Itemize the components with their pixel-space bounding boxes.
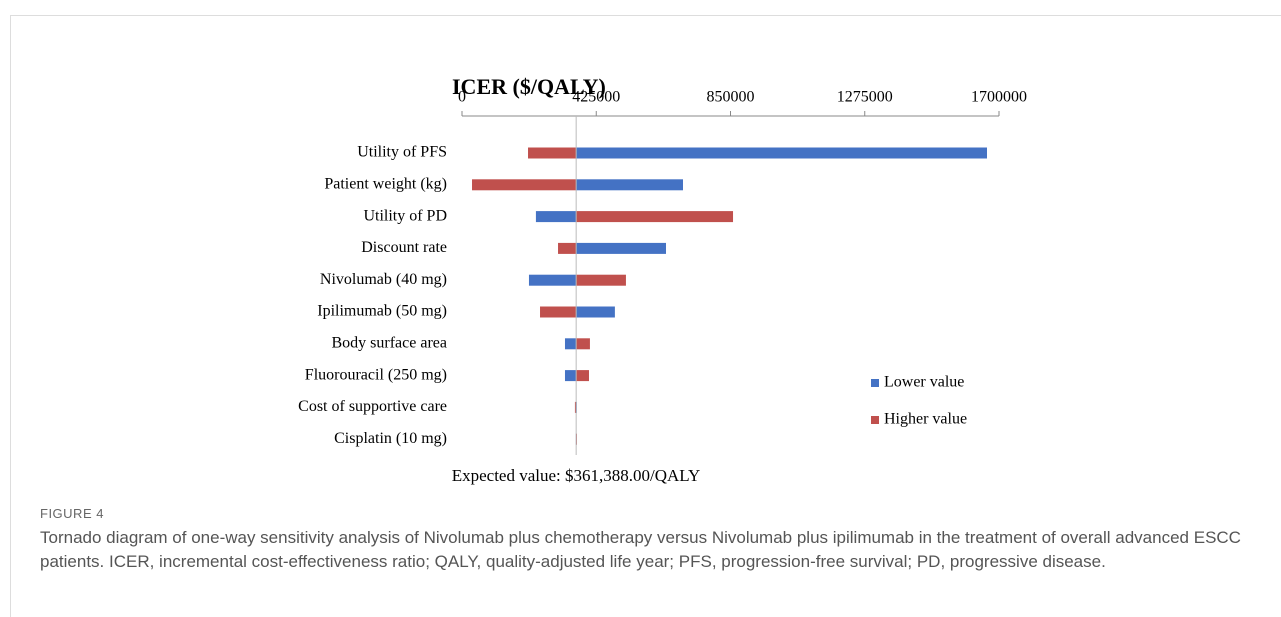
category-label: Nivolumab (40 mg) bbox=[320, 271, 447, 288]
bar bbox=[576, 211, 734, 223]
bar bbox=[576, 147, 987, 159]
bar bbox=[528, 274, 577, 286]
bar bbox=[535, 211, 577, 223]
bar bbox=[576, 242, 666, 254]
figure-label: FIGURE 4 bbox=[40, 506, 104, 521]
bar bbox=[472, 179, 577, 191]
category-label: Fluorouracil (250 mg) bbox=[305, 366, 447, 383]
frame-line bbox=[10, 15, 1281, 16]
chart-title: ICER ($/QALY) bbox=[452, 74, 606, 99]
category-label: Cisplatin (10 mg) bbox=[334, 430, 447, 447]
category-label: Patient weight (kg) bbox=[324, 175, 447, 192]
bar bbox=[574, 401, 577, 413]
bar bbox=[576, 306, 615, 318]
legend-label: Lower value bbox=[884, 374, 964, 391]
bar bbox=[564, 370, 577, 382]
x-tick-label: 425000 bbox=[572, 89, 620, 106]
bar bbox=[576, 338, 590, 350]
x-tick-label: 850000 bbox=[707, 89, 755, 106]
bar bbox=[576, 179, 683, 191]
annotation: Expected value: $361,388.00/QALY bbox=[452, 466, 701, 485]
legend-label: Higher value bbox=[884, 411, 967, 428]
category-label: Discount rate bbox=[361, 239, 447, 256]
frame-line bbox=[10, 15, 11, 617]
x-tick-label: 1275000 bbox=[837, 89, 893, 106]
legend-swatch bbox=[871, 379, 879, 387]
bar bbox=[576, 274, 626, 286]
bar bbox=[528, 147, 577, 159]
category-label: Utility of PD bbox=[363, 207, 447, 224]
figure-caption: Tornado diagram of one-way sensitivity a… bbox=[40, 528, 1241, 571]
bar bbox=[576, 370, 589, 382]
chart: ICER ($/QALY) Expected value: $361,388.0… bbox=[298, 74, 1027, 485]
bar bbox=[564, 338, 577, 350]
x-tick-label: 1700000 bbox=[971, 89, 1027, 106]
category-label: Body surface area bbox=[332, 334, 448, 351]
category-label: Ipilimumab (50 mg) bbox=[317, 303, 447, 320]
x-tick-label: 0 bbox=[458, 89, 466, 106]
legend-swatch bbox=[871, 416, 879, 424]
bar bbox=[558, 242, 577, 254]
bar bbox=[540, 306, 577, 318]
category-label: Cost of supportive care bbox=[298, 398, 447, 415]
category-label: Utility of PFS bbox=[357, 144, 447, 161]
